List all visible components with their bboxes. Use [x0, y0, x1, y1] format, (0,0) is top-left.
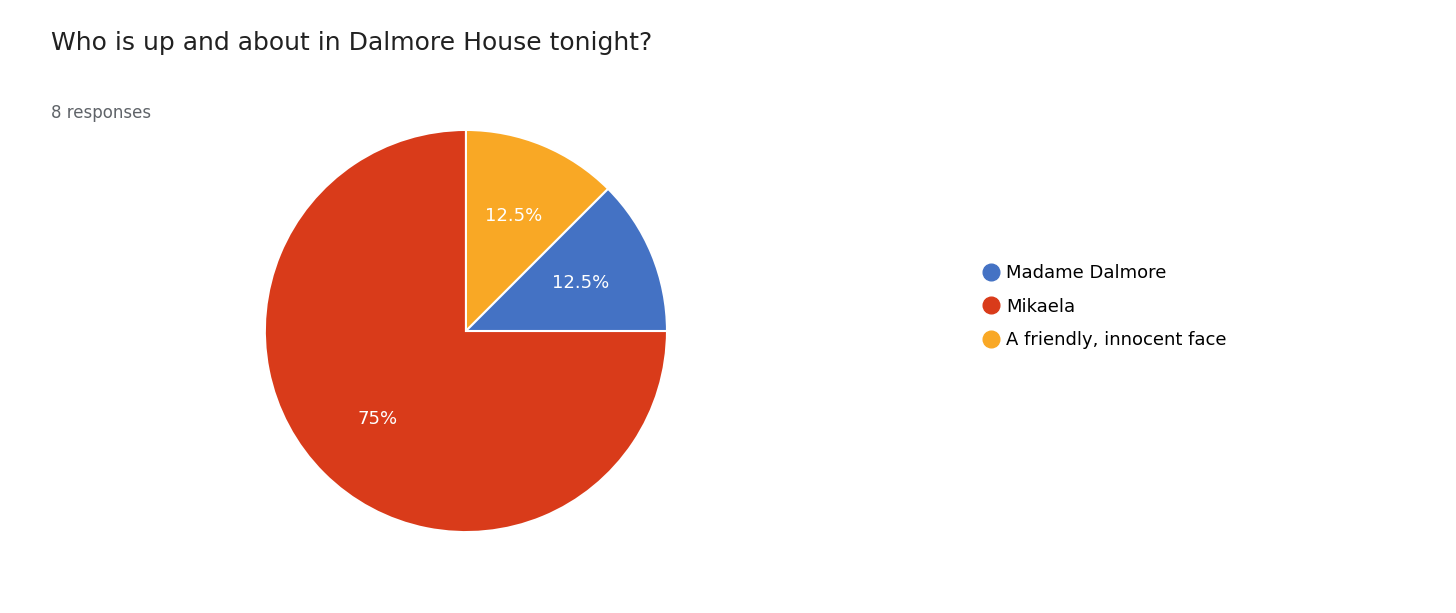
- Wedge shape: [466, 130, 609, 331]
- Text: Who is up and about in Dalmore House tonight?: Who is up and about in Dalmore House ton…: [51, 31, 652, 55]
- Text: 12.5%: 12.5%: [552, 274, 610, 292]
- Text: 12.5%: 12.5%: [485, 207, 542, 225]
- Wedge shape: [265, 130, 667, 532]
- Text: 8 responses: 8 responses: [51, 104, 151, 122]
- Text: 75%: 75%: [358, 410, 397, 428]
- Wedge shape: [466, 189, 667, 331]
- Legend: Madame Dalmore, Mikaela, A friendly, innocent face: Madame Dalmore, Mikaela, A friendly, inn…: [986, 264, 1227, 349]
